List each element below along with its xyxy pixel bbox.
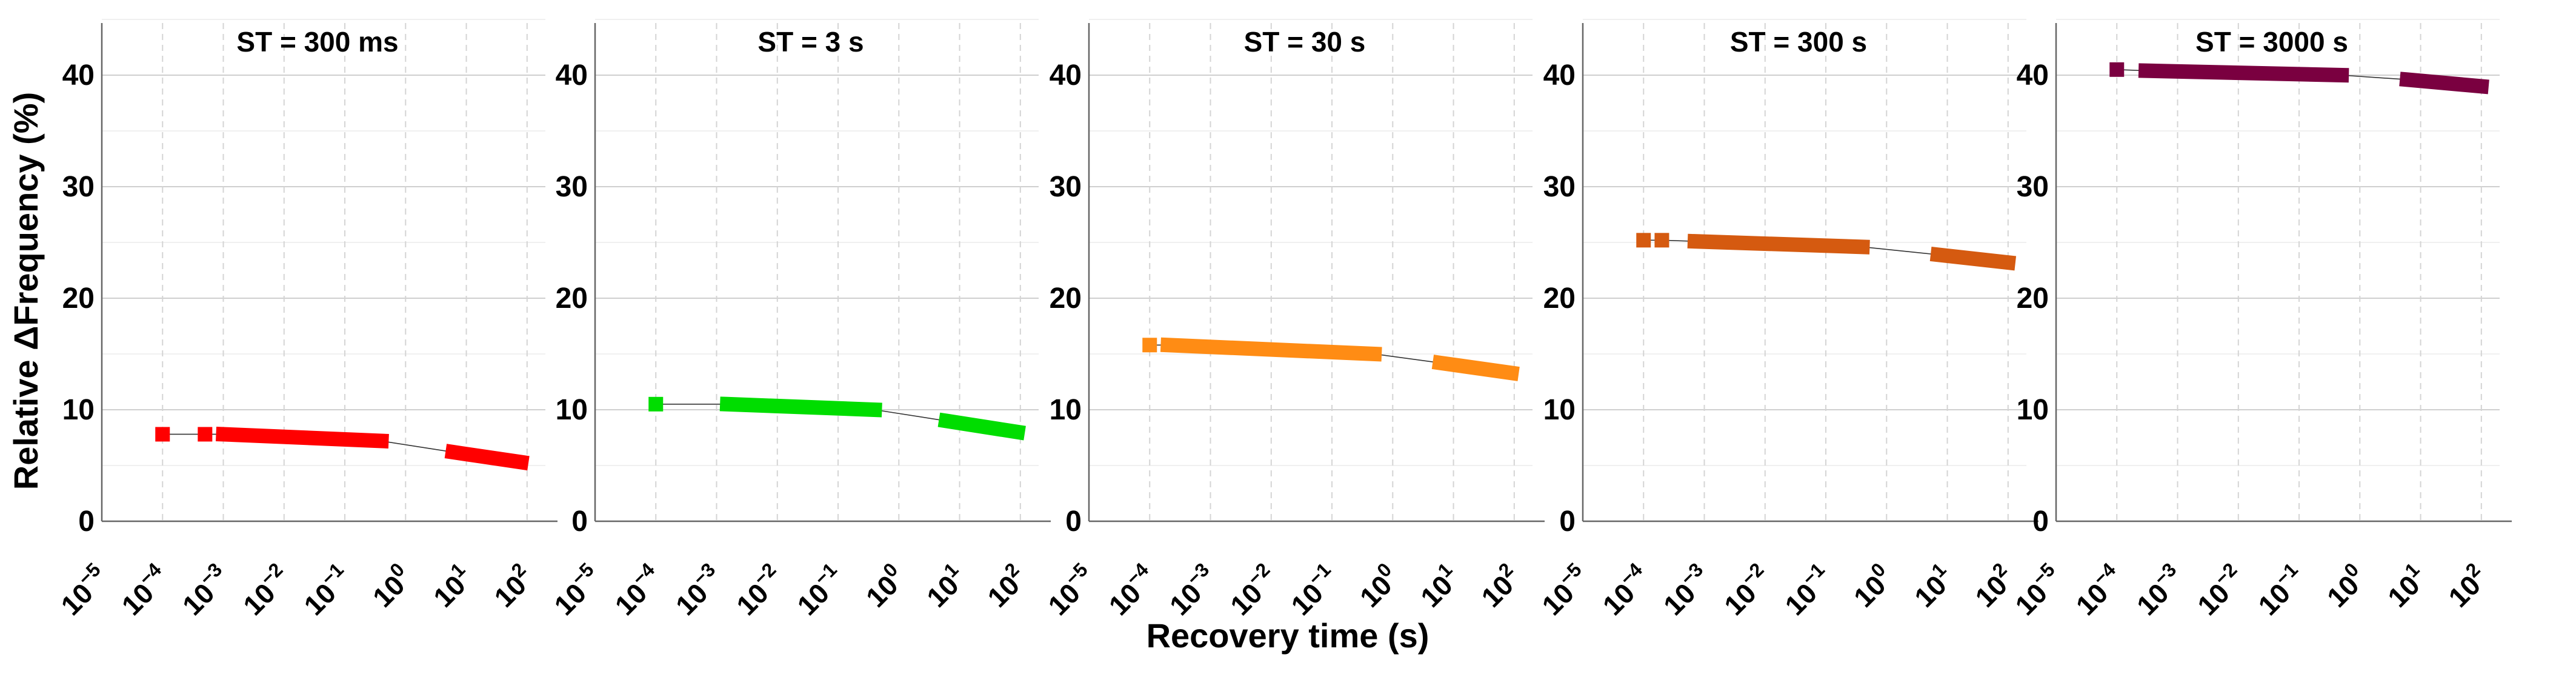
y-axis-label: Relative ΔFrequency (%) <box>7 92 45 490</box>
x-tick-label: 10−2 <box>1715 558 1778 621</box>
x-tick-label: 10−5 <box>2006 558 2069 621</box>
data-point <box>1654 233 1669 248</box>
y-tick-label: 20 <box>556 282 588 315</box>
x-tick-label: 100 <box>857 558 911 613</box>
x-tick-label: 101 <box>917 558 972 613</box>
x-tick-label: 10−3 <box>1160 558 1223 621</box>
x-tick-label: 102 <box>1966 558 2020 613</box>
x-tick-label: 10−1 <box>1776 558 1839 621</box>
data-series-band <box>1431 355 1520 381</box>
y-tick-label: 20 <box>2017 282 2049 315</box>
data-point <box>198 427 213 442</box>
y-tick-label: 20 <box>62 282 95 315</box>
x-tick-label: 101 <box>2378 558 2433 613</box>
x-tick-label: 100 <box>364 558 418 613</box>
data-series-band <box>1687 233 1870 255</box>
x-tick-label: 10−2 <box>1221 558 1284 621</box>
x-tick-label: 10−2 <box>2188 558 2251 621</box>
y-tick-label: 10 <box>556 394 588 426</box>
panel-title: ST = 3000 s <box>2195 26 2348 58</box>
data-series-band <box>1160 337 1382 362</box>
x-tick-label: 100 <box>2318 558 2372 613</box>
x-tick-label: 10−3 <box>2128 558 2191 621</box>
y-tick-label: 20 <box>1543 282 1576 315</box>
x-tick-label: 10−3 <box>173 558 236 621</box>
x-tick-label: 101 <box>1411 558 1466 613</box>
data-series-band <box>2399 72 2489 95</box>
y-tick-label: 40 <box>1050 59 1082 92</box>
y-tick-label: 0 <box>571 506 588 538</box>
y-tick-label: 30 <box>1543 171 1576 203</box>
y-tick-label: 20 <box>1050 282 1082 315</box>
x-tick-label: 10−4 <box>2067 558 2130 621</box>
y-tick-label: 30 <box>2017 171 2049 203</box>
x-tick-label: 100 <box>1351 558 1405 613</box>
x-tick-label: 101 <box>1905 558 1960 613</box>
x-tick-label: 10−5 <box>1533 558 1596 621</box>
y-tick-label: 40 <box>1543 59 1576 92</box>
x-tick-label: 10−3 <box>1654 558 1717 621</box>
x-tick-label: 10−1 <box>1282 558 1345 621</box>
y-tick-label: 10 <box>1050 394 1082 426</box>
x-tick-label: 102 <box>978 558 1033 613</box>
x-tick-label: 10−1 <box>788 558 851 621</box>
data-point <box>155 427 170 442</box>
y-tick-label: 30 <box>1050 171 1082 203</box>
data-series-band <box>216 426 389 449</box>
y-tick-label: 0 <box>2032 506 2049 538</box>
data-series-band <box>2138 63 2349 83</box>
x-tick-label: 102 <box>485 558 539 613</box>
data-series-band <box>444 444 530 471</box>
x-tick-label: 10−2 <box>234 558 297 621</box>
y-tick-label: 10 <box>1543 394 1576 426</box>
data-series-band <box>719 396 882 418</box>
data-point <box>1142 338 1157 353</box>
x-tick-label: 101 <box>424 558 479 613</box>
panel-title: ST = 3 s <box>757 26 864 58</box>
panel-title: ST = 300 s <box>1730 26 1867 58</box>
y-tick-label: 30 <box>62 171 95 203</box>
x-axis-label: Recovery time (s) <box>1147 616 1429 655</box>
x-tick-label: 10−4 <box>1100 558 1163 621</box>
x-tick-label: 10−1 <box>295 558 358 621</box>
x-tick-label: 10−4 <box>606 558 669 621</box>
data-series-band <box>1929 246 2017 271</box>
y-tick-label: 0 <box>1559 506 1576 538</box>
panel-title: ST = 300 ms <box>236 26 398 58</box>
x-tick-label: 10−4 <box>113 558 176 621</box>
x-tick-label: 100 <box>1845 558 1899 613</box>
x-tick-label: 10−1 <box>2249 558 2312 621</box>
data-point <box>1636 233 1651 248</box>
y-tick-label: 0 <box>78 506 95 538</box>
x-tick-label: 10−5 <box>1039 558 1102 621</box>
y-tick-label: 0 <box>1065 506 1082 538</box>
x-tick-label: 10−5 <box>545 558 608 621</box>
panel-title: ST = 30 s <box>1244 26 1366 58</box>
x-tick-label: 10−4 <box>1594 558 1657 621</box>
x-tick-label: 10−3 <box>667 558 730 621</box>
data-point <box>648 396 664 412</box>
x-tick-label: 10−2 <box>727 558 790 621</box>
y-tick-label: 40 <box>2017 59 2049 92</box>
x-tick-label: 10−5 <box>52 558 115 621</box>
y-tick-label: 40 <box>62 59 95 92</box>
y-tick-label: 40 <box>556 59 588 92</box>
data-point <box>2109 62 2125 77</box>
data-series-band <box>937 412 1026 441</box>
y-tick-label: 30 <box>556 171 588 203</box>
x-tick-label: 102 <box>1472 558 1526 613</box>
y-tick-label: 10 <box>62 394 95 426</box>
x-tick-label: 102 <box>2439 558 2494 613</box>
y-tick-label: 10 <box>2017 394 2049 426</box>
